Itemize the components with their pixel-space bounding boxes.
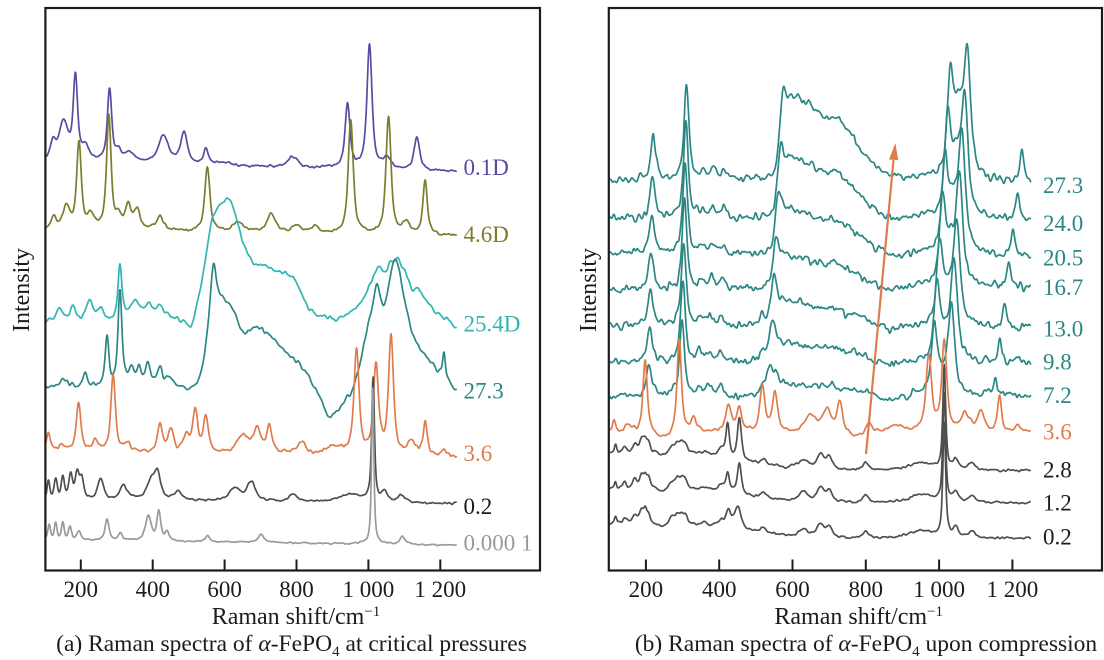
svg-text:7.2: 7.2 <box>1043 383 1072 408</box>
svg-text:9.8: 9.8 <box>1043 350 1072 375</box>
svg-text:600: 600 <box>207 577 242 602</box>
svg-text:(b) Raman spectra of α-FePO4 u: (b) Raman spectra of α-FePO4 upon compre… <box>635 631 1098 660</box>
svg-text:24.0: 24.0 <box>1043 211 1083 236</box>
svg-text:3.6: 3.6 <box>1043 420 1072 445</box>
svg-text:0.1D: 0.1D <box>464 155 509 180</box>
svg-text:2.8: 2.8 <box>1043 458 1072 483</box>
svg-text:800: 800 <box>279 577 314 602</box>
svg-text:Intensity: Intensity <box>9 248 35 332</box>
svg-text:200: 200 <box>629 577 664 602</box>
svg-text:400: 400 <box>135 577 170 602</box>
svg-text:Raman shift/cm−1: Raman shift/cm−1 <box>212 604 381 630</box>
svg-text:27.3: 27.3 <box>1043 173 1083 198</box>
svg-text:1 000: 1 000 <box>913 577 965 602</box>
svg-text:25.4D: 25.4D <box>464 312 521 337</box>
svg-text:Raman shift/cm−1: Raman shift/cm−1 <box>774 604 943 630</box>
svg-text:(a) Raman spectra of α-FePO4 a: (a) Raman spectra of α-FePO4 at critical… <box>56 631 527 660</box>
svg-text:200: 200 <box>64 577 99 602</box>
svg-text:16.7: 16.7 <box>1043 275 1083 300</box>
svg-text:13.0: 13.0 <box>1043 317 1083 342</box>
svg-text:1 200: 1 200 <box>414 577 466 602</box>
svg-text:0.000 1: 0.000 1 <box>464 531 533 556</box>
svg-text:1.2: 1.2 <box>1043 491 1072 516</box>
svg-text:0.2: 0.2 <box>464 494 493 519</box>
svg-text:20.5: 20.5 <box>1043 246 1083 271</box>
svg-text:27.3: 27.3 <box>464 379 504 404</box>
svg-text:3.6: 3.6 <box>464 441 493 466</box>
svg-text:1 000: 1 000 <box>343 577 395 602</box>
svg-text:800: 800 <box>849 577 884 602</box>
svg-text:400: 400 <box>702 577 737 602</box>
svg-text:Intensity: Intensity <box>576 248 602 332</box>
svg-text:0.2: 0.2 <box>1043 525 1072 550</box>
svg-text:1 200: 1 200 <box>987 577 1039 602</box>
svg-text:4.6D: 4.6D <box>464 222 509 247</box>
svg-text:600: 600 <box>775 577 810 602</box>
